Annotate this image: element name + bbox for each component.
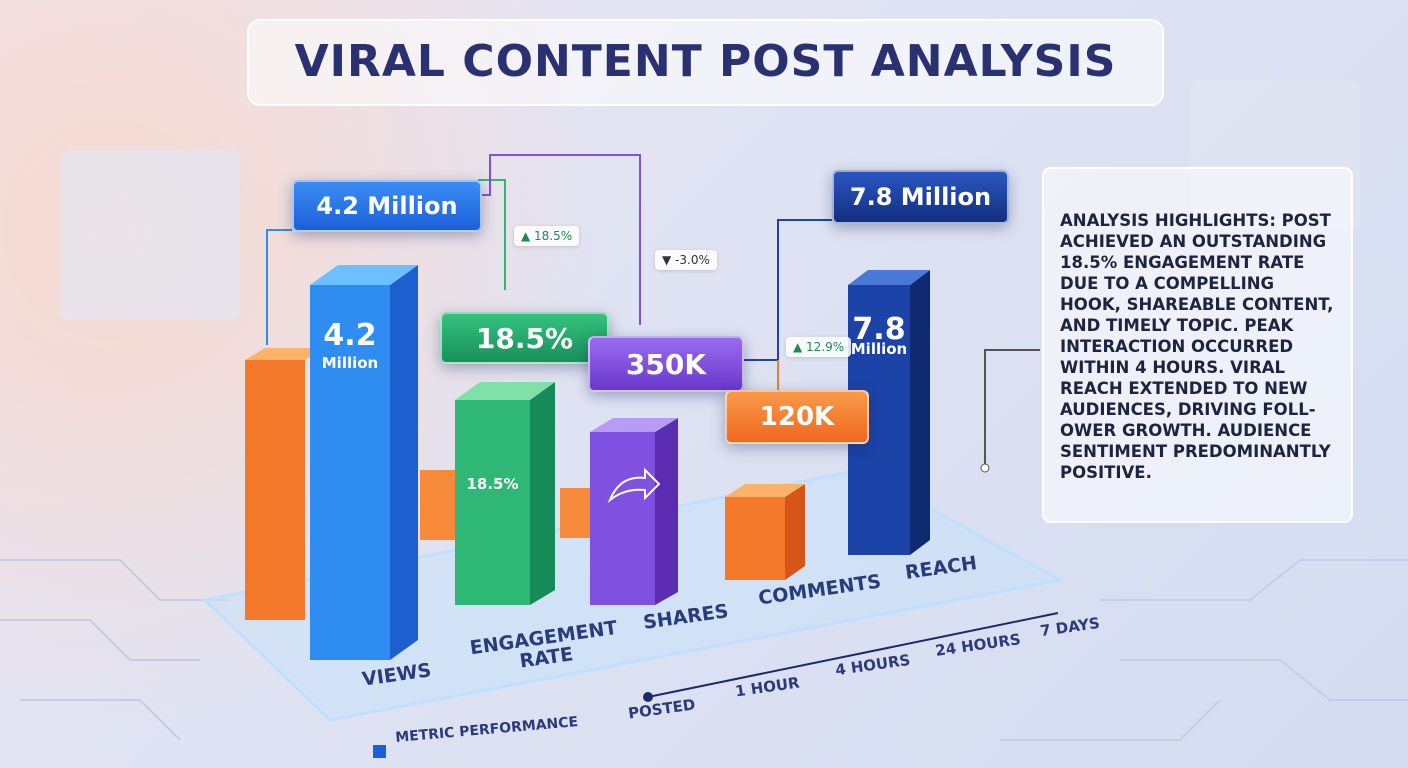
callout: 350K (588, 336, 744, 392)
bar-value: 4.2 (323, 318, 377, 353)
bar-side (390, 265, 418, 660)
bar-top (455, 382, 555, 400)
bar-top (310, 265, 418, 285)
bar-unit: Million (321, 354, 379, 372)
legend-swatch (373, 745, 386, 758)
timeline-axis (647, 612, 1059, 698)
bar-value: 18.5% (466, 475, 519, 493)
highlights-box (1042, 167, 1353, 523)
bar-back (245, 360, 305, 620)
callout: 18.5% (440, 312, 609, 364)
bar-side (655, 418, 678, 605)
highlights-text: ANALYSIS HIGHLIGHTS: POST ACHIEVED AN OU… (1060, 211, 1334, 482)
connectors (266, 154, 1040, 468)
bar-engagement (455, 400, 530, 605)
bar-back (560, 488, 590, 538)
bar-top (725, 484, 805, 497)
change-label: ▼ -3.0% (655, 250, 717, 270)
circuit-decor (0, 559, 1408, 741)
bar-value: 7.8 (852, 312, 906, 347)
bar-views (310, 285, 390, 660)
bg-panel (60, 150, 240, 320)
bar-top (848, 270, 930, 285)
connector-dot (980, 463, 990, 473)
title: VIRAL CONTENT POST ANALYSIS (294, 36, 1117, 87)
bar-comments (725, 497, 785, 580)
title-box (247, 19, 1164, 106)
callout: 4.2 Million (292, 180, 482, 232)
bar-side (530, 382, 555, 605)
bar-unit: Million (850, 340, 908, 358)
bar-top (590, 418, 678, 432)
bar-shares (590, 432, 655, 605)
share-icon (607, 467, 661, 504)
change-label: ▲ 12.9% (786, 337, 852, 357)
bar-side (910, 270, 930, 555)
callout: 7.8 Million (832, 170, 1009, 224)
change-label: ▲ 18.5% (514, 226, 580, 246)
bar-side (785, 484, 805, 580)
timeline-dot (643, 692, 653, 702)
callout: 120K (725, 390, 869, 444)
bar-top (245, 348, 325, 360)
bar-back (420, 470, 460, 540)
